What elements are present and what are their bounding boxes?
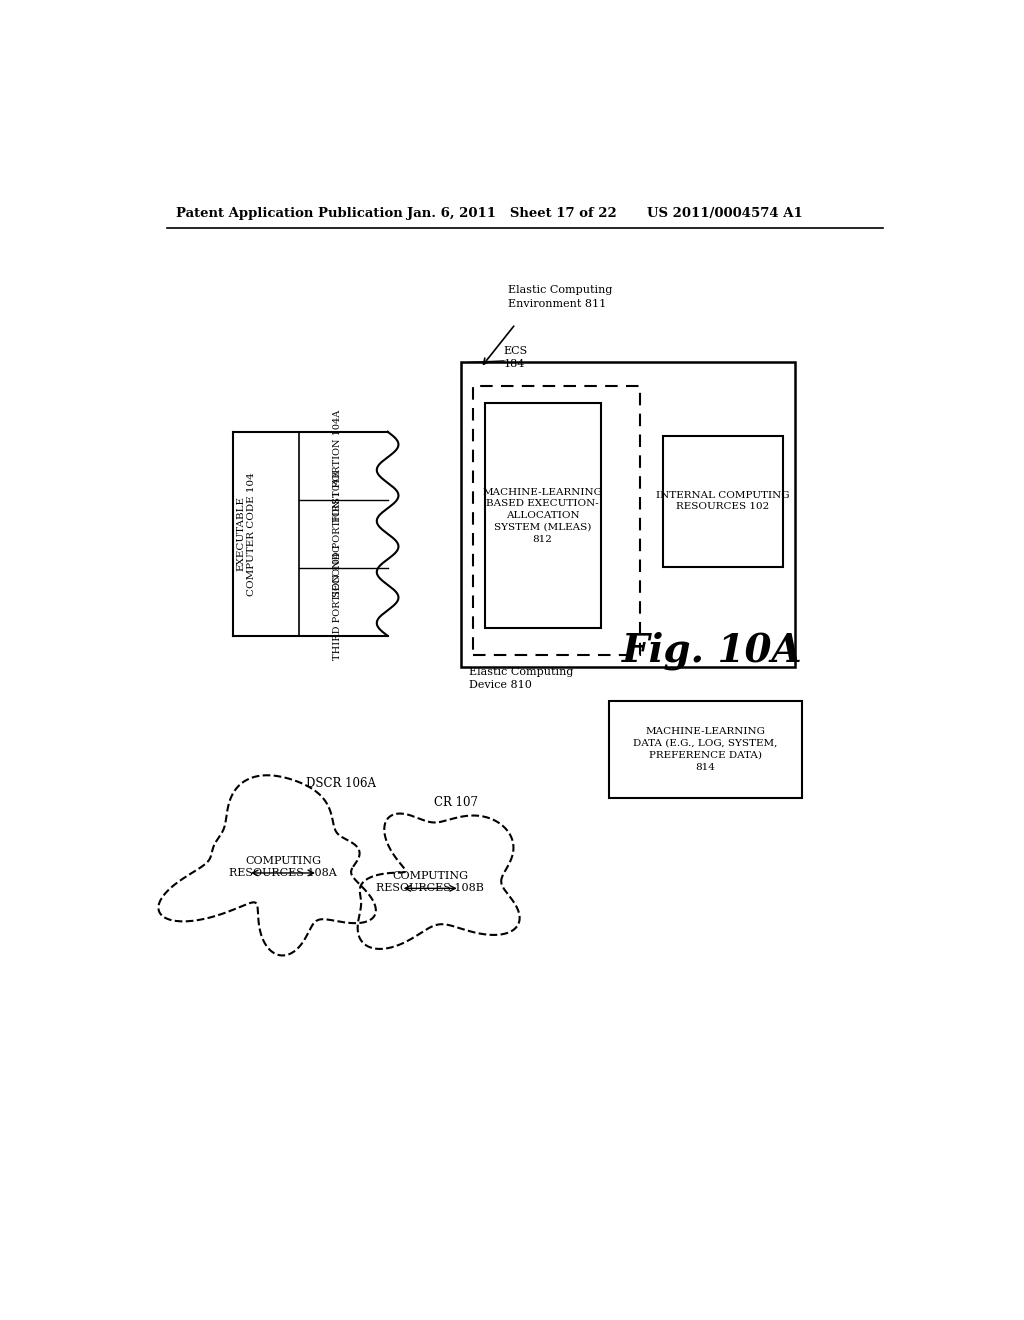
- Text: Jan. 6, 2011   Sheet 17 of 22: Jan. 6, 2011 Sheet 17 of 22: [407, 207, 616, 220]
- Bar: [608, 701, 802, 797]
- Text: SECOND PORTION 104B: SECOND PORTION 104B: [333, 471, 342, 597]
- Text: Elastic Computing
Device 810: Elastic Computing Device 810: [469, 667, 573, 690]
- Text: EXECUTABLE
COMPUTER CODE 104: EXECUTABLE COMPUTER CODE 104: [237, 473, 256, 595]
- Bar: [663, 436, 783, 566]
- Text: CR 107: CR 107: [434, 796, 478, 809]
- Text: INTERNAL COMPUTING
RESOURCES 102: INTERNAL COMPUTING RESOURCES 102: [656, 491, 790, 511]
- Bar: [484, 404, 601, 628]
- Bar: [461, 363, 795, 667]
- Text: MACHINE-LEARNING
DATA (E.G., LOG, SYSTEM,
PREFERENCE DATA)
814: MACHINE-LEARNING DATA (E.G., LOG, SYSTEM…: [633, 727, 777, 772]
- Text: FIRST PORTION 104A: FIRST PORTION 104A: [333, 409, 342, 521]
- Text: MACHINE-LEARNING
BASED EXECUTION-
ALLOCATION
SYSTEM (MLEAS)
812: MACHINE-LEARNING BASED EXECUTION- ALLOCA…: [482, 487, 603, 544]
- Text: COMPUTING
RESOURCES 108B: COMPUTING RESOURCES 108B: [376, 871, 484, 894]
- Text: COMPUTING
RESOURCES 108A: COMPUTING RESOURCES 108A: [229, 855, 337, 878]
- Text: ECS: ECS: [504, 346, 528, 356]
- Text: THIRD PORTION 104C: THIRD PORTION 104C: [333, 544, 342, 660]
- Text: DSCR 106A: DSCR 106A: [306, 776, 376, 789]
- Text: Patent Application Publication: Patent Application Publication: [176, 207, 402, 220]
- Text: US 2011/0004574 A1: US 2011/0004574 A1: [647, 207, 803, 220]
- Bar: [473, 385, 640, 655]
- Text: Fig. 10A: Fig. 10A: [622, 632, 802, 671]
- Text: 184: 184: [504, 359, 525, 368]
- Text: Elastic Computing
Environment 811: Elastic Computing Environment 811: [508, 285, 612, 309]
